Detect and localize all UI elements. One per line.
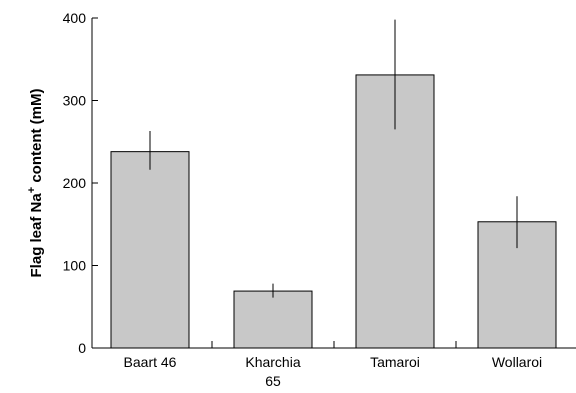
y-tick-label: 200 — [63, 175, 87, 191]
x-category-label: 65 — [265, 373, 281, 389]
y-axis-title-superscript: + — [26, 187, 38, 193]
y-axis: 0 100 200 300 400 — [63, 10, 98, 356]
y-tick-label: 100 — [63, 258, 87, 274]
error-bars — [149, 19, 518, 298]
bars — [110, 74, 557, 349]
y-axis-title-text: Flag leaf Na — [28, 193, 45, 278]
x-category-label: Wollaroi — [492, 354, 542, 370]
x-category-label: Baart 46 — [124, 354, 177, 370]
y-tick-label: 400 — [63, 10, 87, 26]
y-axis-title-suffix: content (mM) — [28, 89, 45, 187]
bar — [110, 151, 190, 349]
x-category-label: Tamaroi — [370, 354, 420, 370]
x-axis: Baart 46 Kharchia 65 Tamaroi Wollaroi — [92, 341, 576, 389]
y-tick-label: 300 — [63, 93, 87, 109]
bar — [233, 290, 313, 349]
x-category-label: Kharchia — [245, 354, 300, 370]
y-tick-label: 0 — [78, 340, 86, 356]
y-axis-title: Flag leaf Na+ content (mM) — [26, 89, 45, 278]
